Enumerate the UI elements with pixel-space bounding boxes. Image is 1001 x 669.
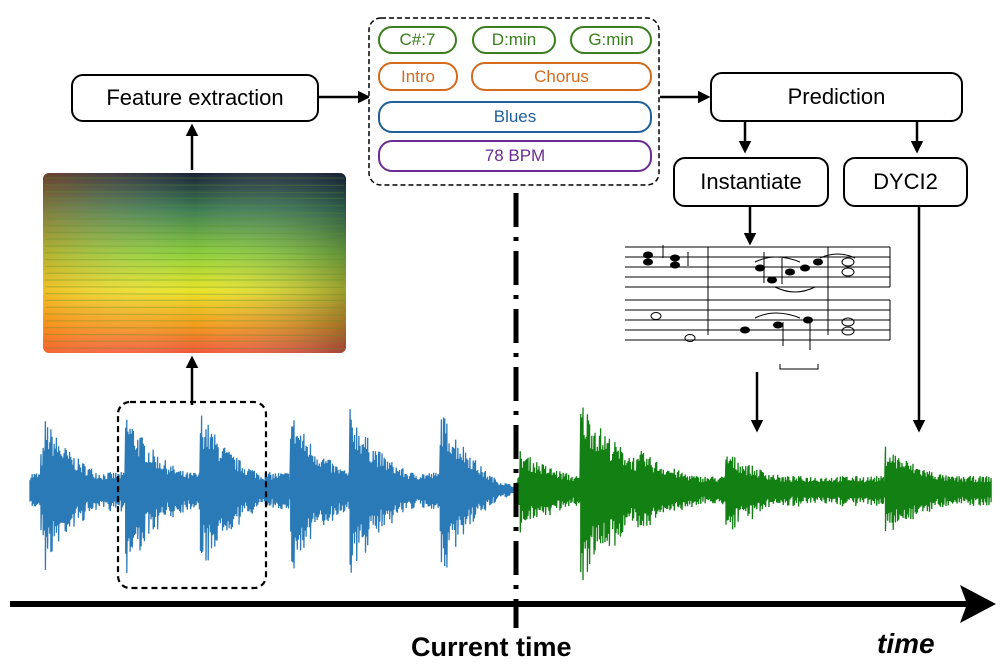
past-waveform [29,409,515,573]
genre-tag-label: Blues [493,107,537,126]
spectrogram-image [43,173,346,353]
tempo-tag-label: 78 BPM [484,146,546,165]
genre-tag: Blues [378,101,652,133]
tempo-tag: 78 BPM [378,140,652,172]
prediction-box: Prediction [710,72,963,122]
instantiate-label: Instantiate [700,169,802,194]
time-axis-label: time [877,628,935,659]
structure-tag: Chorus [471,62,652,91]
dyci2-box: DYCI2 [843,157,968,207]
sheet-music-image [625,245,891,370]
chord-tag-label: D:min [491,30,537,49]
chord-tag-label: C#:7 [399,30,436,49]
chord-tag-label: G:min [588,30,634,49]
structure-tag-label: Chorus [534,66,589,86]
waveform-image [29,407,992,581]
feature-extraction-box: Feature extraction [71,74,319,122]
structure-tag: Intro [378,62,458,91]
analysis-window-box [116,400,268,590]
structure-tag-label: Intro [400,66,436,86]
prediction-label: Prediction [787,84,886,109]
instantiate-box: Instantiate [673,157,829,207]
feature-extraction-label: Feature extraction [106,85,284,110]
current-time-label: Current time [411,632,572,662]
chord-tag: G:min [570,26,652,54]
chord-tag: C#:7 [378,26,457,54]
chord-tag: D:min [472,26,556,54]
future-waveform [516,407,992,581]
time-axis-arrowhead [960,585,996,623]
dyci2-label: DYCI2 [873,169,938,194]
